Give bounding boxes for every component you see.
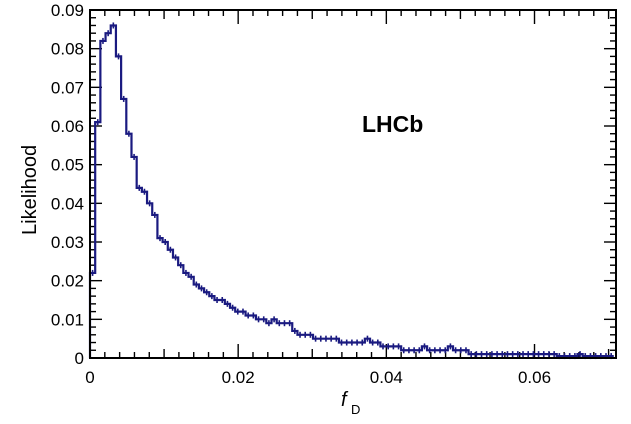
y-tick-label: 0.03 bbox=[51, 233, 84, 252]
x-axis-label: f D bbox=[341, 389, 360, 417]
histogram-step-line bbox=[88, 24, 614, 358]
y-tick-label: 0.08 bbox=[51, 40, 84, 59]
y-tick-label: 0.02 bbox=[51, 272, 84, 291]
x-axis-label-main: f bbox=[341, 389, 349, 411]
plot-frame bbox=[89, 9, 617, 359]
x-tick-label: 0 bbox=[85, 368, 94, 387]
y-tick-label: 0.01 bbox=[51, 310, 84, 329]
y-axis-label: Likelihood bbox=[19, 145, 41, 235]
tick-labels: 0 0.01 0.02 0.03 0.04 0.05 0.06 0.07 0.08 0.09 0 0.… bbox=[51, 1, 551, 387]
lhcb-annotation: LHCb bbox=[362, 111, 423, 137]
histogram-series bbox=[88, 22, 614, 360]
y-tick-label: 0.07 bbox=[51, 78, 84, 97]
y-tick-label: 0.09 bbox=[51, 1, 84, 20]
axis-ticks bbox=[89, 9, 616, 359]
x-tick-label: 0.02 bbox=[222, 368, 255, 387]
y-tick-label: 0.04 bbox=[51, 194, 84, 213]
y-tick-label: 0.05 bbox=[51, 156, 84, 175]
y-tick-label: 0.06 bbox=[51, 117, 84, 136]
x-axis-label-subscript: D bbox=[351, 402, 360, 417]
x-tick-label: 0.04 bbox=[370, 368, 403, 387]
y-tick-label: 0 bbox=[75, 349, 84, 368]
x-tick-label: 0.06 bbox=[518, 368, 551, 387]
